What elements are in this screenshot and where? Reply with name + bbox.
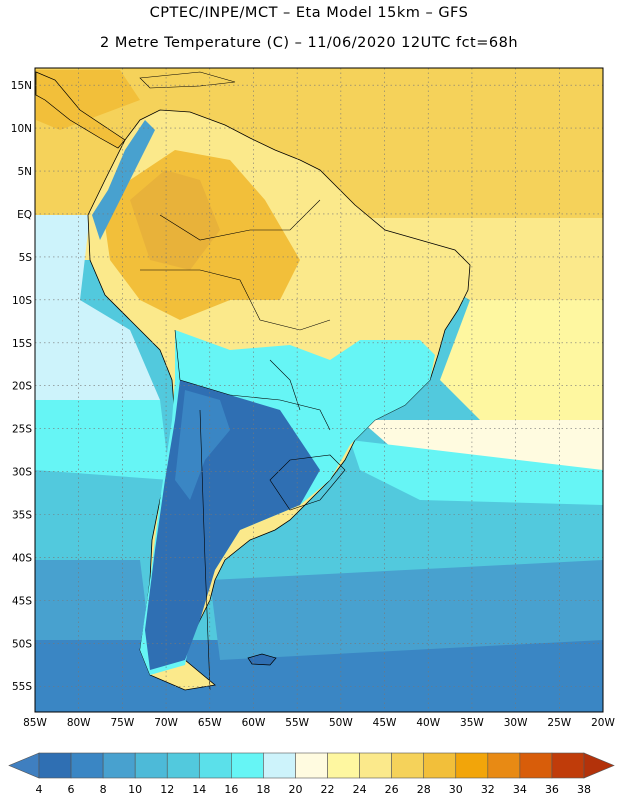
colorbar-label: 22 xyxy=(321,783,335,796)
colorbar-label: 4 xyxy=(36,783,43,796)
colorbar-label: 20 xyxy=(288,783,302,796)
longitude-label: 65W xyxy=(198,717,222,729)
colorbar-label: 30 xyxy=(449,783,463,796)
latitude-label: EQ xyxy=(17,209,32,221)
longitude-label: 50W xyxy=(329,717,353,729)
colorbar-swatch xyxy=(519,752,553,779)
colorbar-label: 14 xyxy=(192,783,206,796)
latitude-label: 10N xyxy=(11,123,32,135)
longitude-label: 40W xyxy=(416,717,440,729)
colorbar-swatch xyxy=(295,752,328,779)
latitude-label: 20S xyxy=(12,381,32,393)
latitude-label: 5N xyxy=(17,166,32,178)
colorbar-swatch xyxy=(551,752,585,779)
colorbar-arrow-right xyxy=(583,752,615,779)
longitude-label: 45W xyxy=(373,717,397,729)
colorbar-swatch xyxy=(327,752,360,779)
colorbar-swatch xyxy=(391,752,425,779)
temperature-field xyxy=(35,68,603,712)
longitude-label: 75W xyxy=(111,717,135,729)
latitude-label: 15N xyxy=(11,80,32,92)
colorbar-swatch xyxy=(198,752,232,779)
longitude-label: 80W xyxy=(67,717,91,729)
longitude-label: 20W xyxy=(591,717,615,729)
colorbar-label: 32 xyxy=(481,783,495,796)
latitude-label: 5S xyxy=(19,252,33,264)
latitude-label: 25S xyxy=(12,424,32,436)
colorbar-swatch xyxy=(423,752,457,779)
colorbar-swatch xyxy=(455,752,489,779)
colorbar-swatch xyxy=(38,752,72,779)
colorbar-swatch xyxy=(70,752,104,779)
colorbar-label: 8 xyxy=(100,783,107,796)
longitude-label: 85W xyxy=(23,717,47,729)
map-title-line2: 2 Metre Temperature (C) – 11/06/2020 12U… xyxy=(99,35,519,51)
colorbar-label: 38 xyxy=(577,783,591,796)
colorbar-label: 36 xyxy=(545,783,559,796)
colorbar-arrow-left xyxy=(8,752,40,779)
longitude-label: 60W xyxy=(242,717,266,729)
longitude-label: 70W xyxy=(154,717,178,729)
colorbar-swatch xyxy=(487,752,521,779)
colorbar-swatch xyxy=(263,752,296,779)
latitude-label: 30S xyxy=(12,467,32,479)
colorbar-swatch xyxy=(166,752,200,779)
map-grid xyxy=(34,68,604,712)
colorbar-label: 6 xyxy=(68,783,75,796)
colorbar-label: 18 xyxy=(256,783,270,796)
colorbar-label: 16 xyxy=(224,783,238,796)
map-frame xyxy=(34,67,604,713)
latitude-label: 10S xyxy=(12,295,32,307)
colorbar: 4 6 8 10 12 14 16 18 20 22 24 26 28 30 32 34 36 38 xyxy=(8,752,615,796)
colorbar-label: 10 xyxy=(128,783,142,796)
colorbar-swatch xyxy=(102,752,136,779)
colorbar-label: 34 xyxy=(513,783,527,796)
latitude-label: 45S xyxy=(12,595,32,607)
latitude-label: 40S xyxy=(12,552,32,564)
latitude-label: 55S xyxy=(12,681,32,693)
latitude-label: 35S xyxy=(12,510,32,522)
latitude-label: 50S xyxy=(12,638,32,650)
longitude-label: 35W xyxy=(460,717,484,729)
colorbar-swatch xyxy=(134,752,168,779)
colorbar-label: 26 xyxy=(385,783,399,796)
latitude-labels: 15N 10N 5N EQ 5S 10S 15S 20S 25S 30S 35S 40S 45S 50S 5… xyxy=(11,80,33,693)
colorbar-swatch xyxy=(231,752,264,779)
colorbar-label: 12 xyxy=(160,783,174,796)
longitude-label: 25W xyxy=(547,717,571,729)
colorbar-swatch xyxy=(359,752,392,779)
country-borders xyxy=(140,199,346,691)
map-title-line1: CPTEC/INPE/MCT – Eta Model 15km – GFS xyxy=(149,5,469,21)
longitude-labels: 85W 80W 75W 70W 65W 60W 55W 50W 45W 40W 35W 30W 25W 2… xyxy=(23,717,615,729)
colorbar-label: 24 xyxy=(353,783,367,796)
longitude-label: 55W xyxy=(285,717,309,729)
longitude-label: 30W xyxy=(504,717,528,729)
colorbar-label: 28 xyxy=(417,783,431,796)
latitude-label: 15S xyxy=(12,338,32,350)
